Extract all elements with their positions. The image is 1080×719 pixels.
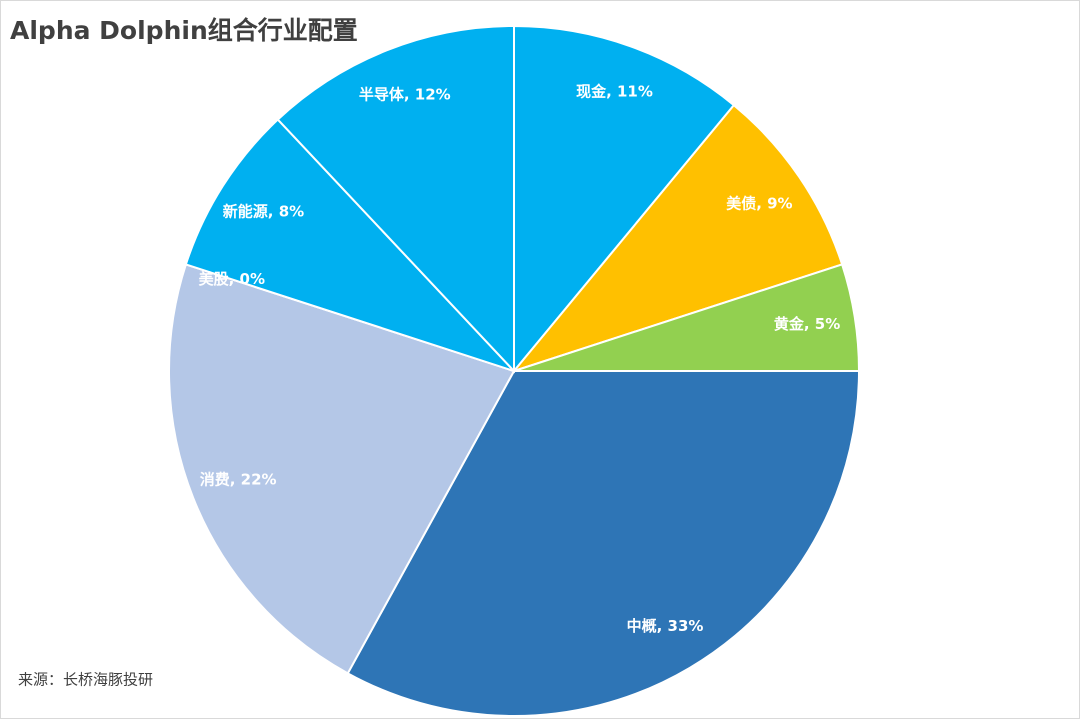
pie-slice (184, 118, 515, 372)
pie-slice (346, 370, 861, 717)
slice-label: 美股, 0% (199, 270, 265, 288)
slice-label: 美债, 9% (726, 195, 792, 213)
slice-label: 现金, 11% (576, 82, 653, 100)
pie-slice (276, 24, 515, 374)
slice-label: 消费, 22% (200, 471, 277, 489)
slice-label: 黄金, 5% (774, 315, 840, 333)
chart-title: Alpha Dolphin组合行业配置 (10, 16, 358, 45)
slice-label: 半导体, 12% (359, 86, 451, 104)
slice-label: 新能源, 8% (223, 203, 304, 221)
source: 来源：长桥海豚投研 (18, 671, 153, 689)
pie-slice (168, 263, 516, 675)
pie-slice (511, 103, 844, 374)
pie-slice (513, 24, 736, 374)
slice-label: 中概, 33% (627, 617, 704, 635)
